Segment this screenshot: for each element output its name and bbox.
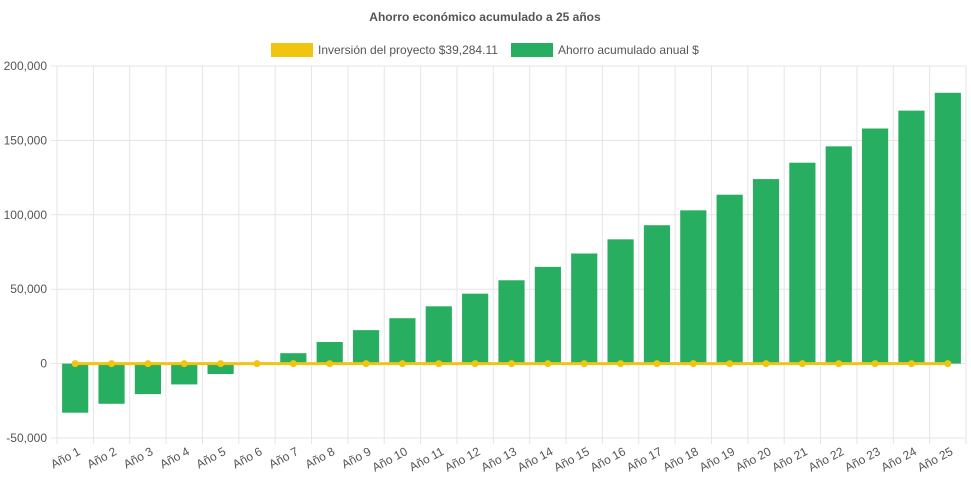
- investment-point[interactable]: [762, 360, 770, 368]
- bar[interactable]: [389, 318, 416, 364]
- investment-point[interactable]: [398, 360, 406, 368]
- investment-point[interactable]: [907, 360, 915, 368]
- legend-label-savings[interactable]: Ahorro acumulado anual $: [558, 43, 699, 57]
- x-tick-label: Año 7: [266, 444, 301, 471]
- investment-point[interactable]: [871, 360, 879, 368]
- investment-point[interactable]: [580, 360, 588, 368]
- y-tick-label: 50,000: [10, 282, 47, 296]
- y-axis-ticks: 200,000 150,000 100,000 50,000 0 -50,000: [4, 59, 48, 445]
- y-tick-label: -50,000: [6, 431, 47, 445]
- x-tick-label: Año 25: [915, 444, 955, 474]
- investment-point[interactable]: [217, 360, 225, 368]
- investment-point[interactable]: [144, 360, 152, 368]
- investment-point[interactable]: [617, 360, 625, 368]
- investment-line-series: [71, 360, 952, 368]
- bar[interactable]: [425, 306, 452, 364]
- bar[interactable]: [643, 225, 671, 364]
- investment-point[interactable]: [653, 360, 661, 368]
- bar[interactable]: [534, 266, 561, 364]
- x-tick-label: Año 14: [515, 444, 555, 474]
- bar[interactable]: [825, 146, 852, 364]
- x-tick-label: Año 2: [85, 444, 120, 471]
- investment-point[interactable]: [726, 360, 734, 368]
- x-tick-label: Año 6: [230, 444, 265, 471]
- bar[interactable]: [62, 363, 89, 413]
- investment-point[interactable]: [289, 360, 297, 368]
- investment-point[interactable]: [944, 360, 952, 368]
- bar[interactable]: [98, 363, 125, 404]
- bar[interactable]: [280, 353, 307, 364]
- bar[interactable]: [134, 363, 161, 395]
- legend: Inversión del proyecto $39,284.11 Ahorro…: [271, 43, 699, 57]
- investment-point[interactable]: [689, 360, 697, 368]
- bar[interactable]: [752, 179, 780, 364]
- bars: [62, 92, 961, 413]
- bar[interactable]: [898, 110, 925, 364]
- x-tick-label: Año 9: [339, 444, 374, 471]
- bar[interactable]: [607, 239, 634, 364]
- investment-point[interactable]: [835, 360, 843, 368]
- investment-point[interactable]: [108, 360, 116, 368]
- y-tick-label: 200,000: [4, 59, 48, 73]
- x-tick-label: Año 19: [697, 444, 737, 474]
- investment-point[interactable]: [508, 360, 515, 368]
- bar[interactable]: [680, 210, 707, 364]
- y-tick-label: 100,000: [4, 208, 48, 222]
- bar[interactable]: [862, 128, 889, 364]
- y-tick-label: 150,000: [4, 133, 48, 147]
- x-tick-label: Año 18: [661, 444, 701, 474]
- x-axis-ticks: Año 1 Año 2 Año 3 Año 4 Año 5 Año 6 Año 7 Año 8…: [48, 444, 955, 474]
- bar[interactable]: [352, 330, 380, 364]
- bar[interactable]: [462, 293, 489, 364]
- bar[interactable]: [171, 363, 198, 385]
- x-tick-label: Año 3: [121, 444, 156, 471]
- legend-label-investment[interactable]: Inversión del proyecto $39,284.11: [318, 43, 498, 57]
- bar[interactable]: [934, 92, 961, 364]
- investment-point[interactable]: [471, 360, 479, 368]
- x-tick-label: Año 1: [48, 444, 83, 471]
- x-tick-label: Año 4: [157, 444, 192, 471]
- investment-point[interactable]: [180, 360, 188, 368]
- legend-swatch-savings[interactable]: [511, 43, 553, 57]
- investment-point[interactable]: [798, 360, 806, 368]
- x-tick-label: Año 16: [588, 444, 628, 474]
- investment-point[interactable]: [71, 360, 79, 368]
- x-tick-label: Año 23: [842, 444, 882, 474]
- bar[interactable]: [207, 363, 234, 375]
- bar[interactable]: [789, 162, 816, 364]
- bar[interactable]: [716, 194, 743, 364]
- x-tick-label: Año 11: [407, 444, 447, 474]
- gridlines: [51, 65, 967, 444]
- x-tick-label: Año 13: [479, 444, 519, 474]
- x-tick-label: Año 20: [733, 444, 773, 474]
- x-tick-label: Año 15: [551, 444, 591, 474]
- x-tick-label: Año 8: [303, 444, 338, 471]
- bar[interactable]: [571, 253, 598, 364]
- bar[interactable]: [498, 280, 525, 364]
- investment-point[interactable]: [253, 360, 261, 368]
- y-tick-label: 0: [40, 357, 47, 371]
- bar[interactable]: [316, 342, 343, 364]
- legend-swatch-investment[interactable]: [271, 43, 313, 57]
- investment-point[interactable]: [435, 360, 443, 368]
- x-tick-label: Año 24: [879, 444, 919, 474]
- x-tick-label: Año 21: [770, 444, 810, 474]
- x-tick-label: Año 17: [624, 444, 664, 474]
- x-tick-label: Año 10: [370, 444, 410, 474]
- investment-point[interactable]: [544, 360, 552, 368]
- investment-point[interactable]: [362, 360, 370, 368]
- chart-title: Ahorro económico acumulado a 25 años: [369, 10, 601, 24]
- x-tick-label: Año 5: [194, 444, 229, 471]
- x-tick-label: Año 12: [442, 444, 482, 474]
- x-tick-label: Año 22: [806, 444, 846, 474]
- investment-point[interactable]: [326, 360, 334, 368]
